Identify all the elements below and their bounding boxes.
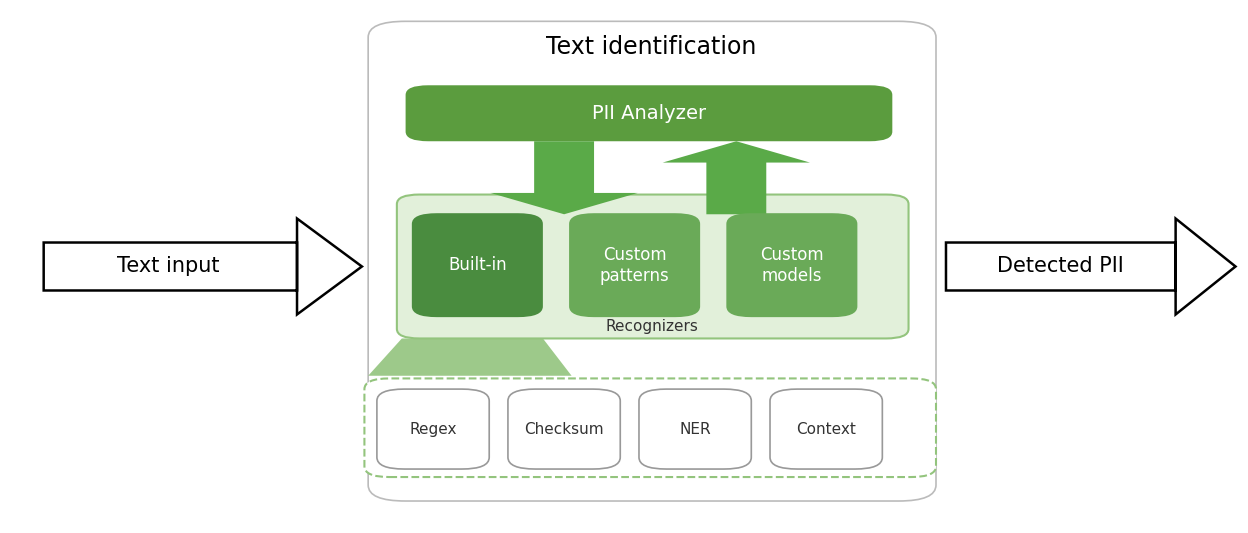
Text: Detected PII: Detected PII <box>997 256 1124 277</box>
FancyBboxPatch shape <box>377 389 489 469</box>
Text: Built-in: Built-in <box>448 256 507 274</box>
Polygon shape <box>663 141 810 214</box>
Polygon shape <box>490 141 638 214</box>
Polygon shape <box>44 219 362 314</box>
Text: Text input: Text input <box>117 256 220 277</box>
Text: Custom
models: Custom models <box>760 246 824 285</box>
Text: PII Analyzer: PII Analyzer <box>592 104 706 123</box>
FancyBboxPatch shape <box>397 195 909 338</box>
Text: Custom
patterns: Custom patterns <box>600 246 669 285</box>
Text: Recognizers: Recognizers <box>605 319 698 334</box>
FancyBboxPatch shape <box>364 378 936 477</box>
FancyBboxPatch shape <box>368 21 936 501</box>
FancyBboxPatch shape <box>406 85 892 141</box>
Polygon shape <box>368 338 572 376</box>
Text: NER: NER <box>679 422 711 437</box>
Text: Checksum: Checksum <box>524 422 604 437</box>
FancyBboxPatch shape <box>569 213 700 317</box>
FancyBboxPatch shape <box>508 389 620 469</box>
FancyBboxPatch shape <box>412 213 543 317</box>
FancyBboxPatch shape <box>639 389 751 469</box>
Text: Regex: Regex <box>409 422 457 437</box>
Text: Context: Context <box>796 422 856 437</box>
Text: Text identification: Text identification <box>547 35 756 59</box>
Polygon shape <box>946 219 1236 314</box>
FancyBboxPatch shape <box>726 213 857 317</box>
FancyBboxPatch shape <box>770 389 882 469</box>
